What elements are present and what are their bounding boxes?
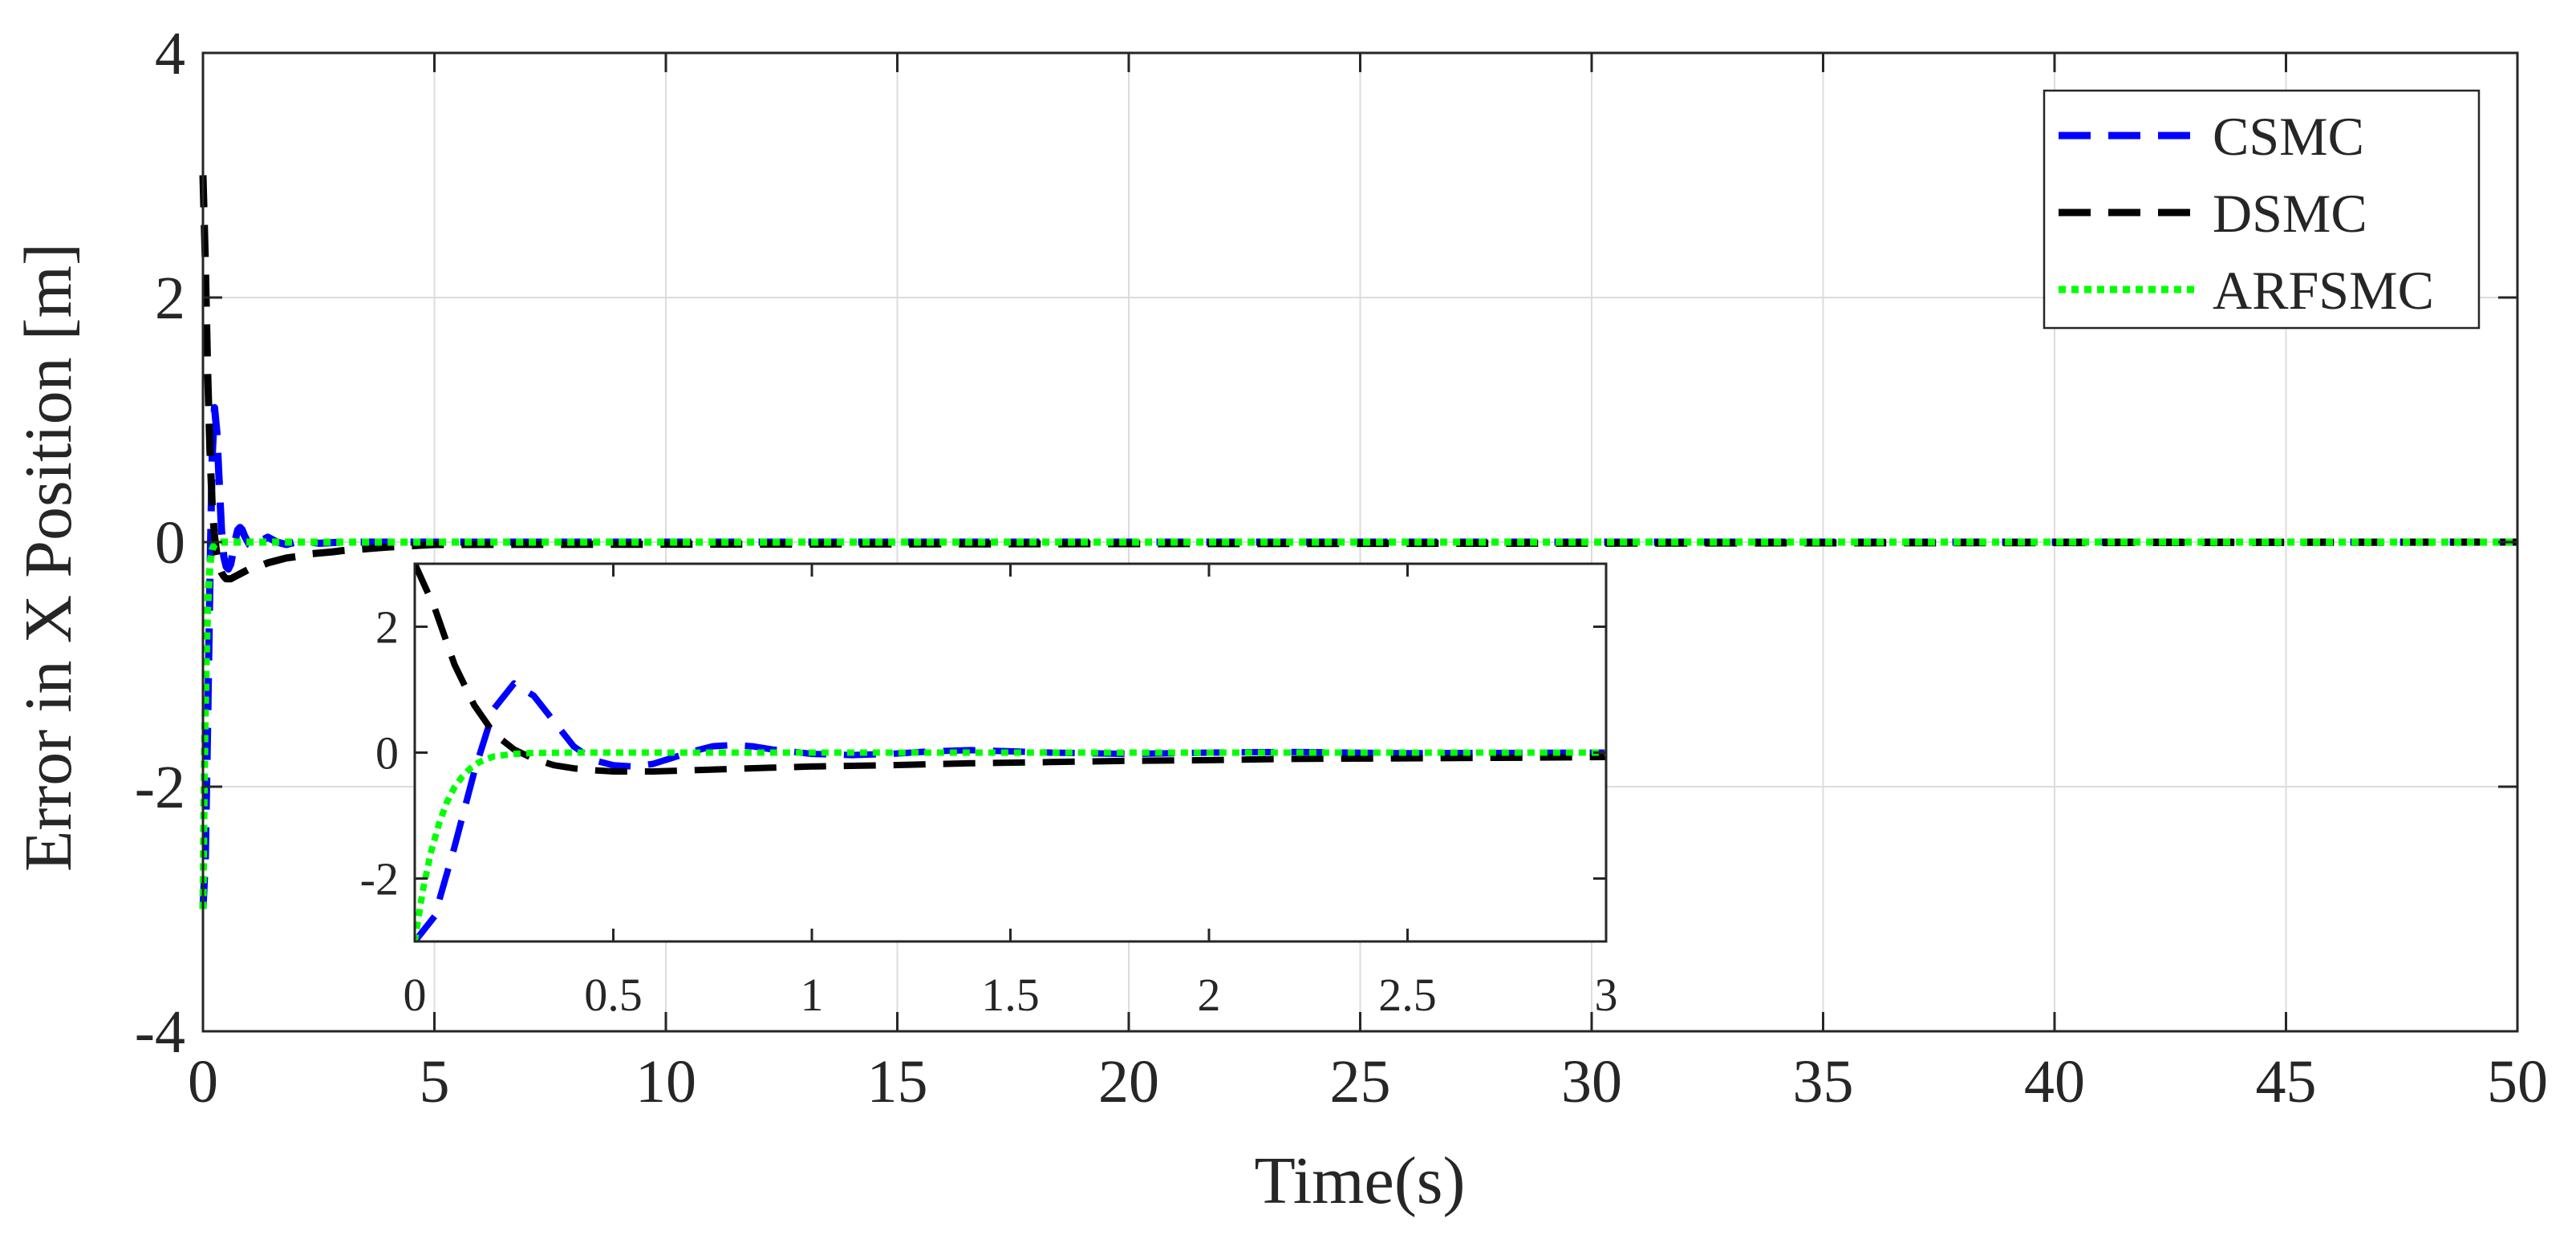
inset-x-tick-label: 2.5 <box>1378 969 1437 1021</box>
inset-series-line-arfsmc <box>415 749 1606 941</box>
inset-plot: 0 0.5 1 1.5 2 2.5 3 2 0 -2 <box>360 562 1618 1021</box>
x-tick-label: 25 <box>1330 1048 1391 1115</box>
inset-tick-marks <box>413 564 1608 941</box>
inset-x-tick-label: 0 <box>404 969 427 1021</box>
inset-y-tick-label: 0 <box>375 727 399 779</box>
y-tick-label: 0 <box>155 509 185 577</box>
inset-series <box>415 564 1606 941</box>
inset-y-tick-label: 2 <box>375 601 399 654</box>
legend-label: DSMC <box>2213 183 2367 244</box>
x-tick-label: 20 <box>1098 1048 1159 1115</box>
y-tick-label: 2 <box>155 265 185 332</box>
x-tick-label: 10 <box>635 1048 696 1115</box>
inset-x-tick-label: 0.5 <box>584 969 643 1021</box>
y-tick-label: -4 <box>135 998 185 1066</box>
series-line-csmc <box>199 403 2517 909</box>
x-tick-label: 0 <box>188 1048 218 1115</box>
legend-items: CSMC DSMC ARFSMC <box>2059 106 2434 321</box>
y-tick-label: 4 <box>155 20 185 87</box>
legend-label: ARFSMC <box>2213 260 2434 321</box>
inset-x-tick-labels: 0 0.5 1 1.5 2 2.5 3 <box>404 969 1618 1021</box>
main-tick-marks <box>201 51 2519 1033</box>
inset-y-tick-label: -2 <box>360 853 399 905</box>
y-tick-label: -2 <box>135 754 185 821</box>
inset-x-tick-label: 2 <box>1198 969 1221 1021</box>
x-tick-label: 45 <box>2256 1048 2317 1115</box>
inset-x-tick-label: 1.5 <box>981 969 1040 1021</box>
inset-x-tick-label: 1 <box>801 969 824 1021</box>
y-axis-label: Error in X Position [m] <box>11 243 86 872</box>
x-tick-label: 30 <box>1561 1048 1622 1115</box>
main-y-tick-labels: 4 2 0 -2 -4 <box>135 20 185 1066</box>
inset-series-line-dsmc <box>415 564 1606 775</box>
main-series <box>199 175 2518 909</box>
main-x-tick-labels: 0 5 10 15 20 25 30 35 40 45 50 <box>188 1048 2548 1115</box>
inset-y-tick-labels: 2 0 -2 <box>360 601 399 905</box>
legend-item-arfsmc: ARFSMC <box>2059 260 2434 321</box>
x-tick-label: 5 <box>420 1048 450 1115</box>
legend-item-dsmc: DSMC <box>2059 183 2367 244</box>
legend: CSMC DSMC ARFSMC <box>2043 89 2481 330</box>
x-axis-label: Time(s) <box>1255 1144 1466 1218</box>
legend-item-csmc: CSMC <box>2059 106 2364 167</box>
x-tick-label: 50 <box>2487 1048 2548 1115</box>
inset-series-line-csmc <box>415 680 1606 941</box>
legend-label: CSMC <box>2213 106 2364 167</box>
series-line-arfsmc <box>199 538 2517 909</box>
x-tick-label: 15 <box>867 1048 928 1115</box>
x-tick-label: 35 <box>1793 1048 1854 1115</box>
series-line-dsmc <box>199 175 2518 583</box>
x-tick-label: 40 <box>2024 1048 2085 1115</box>
inset-x-tick-label: 3 <box>1595 969 1618 1021</box>
